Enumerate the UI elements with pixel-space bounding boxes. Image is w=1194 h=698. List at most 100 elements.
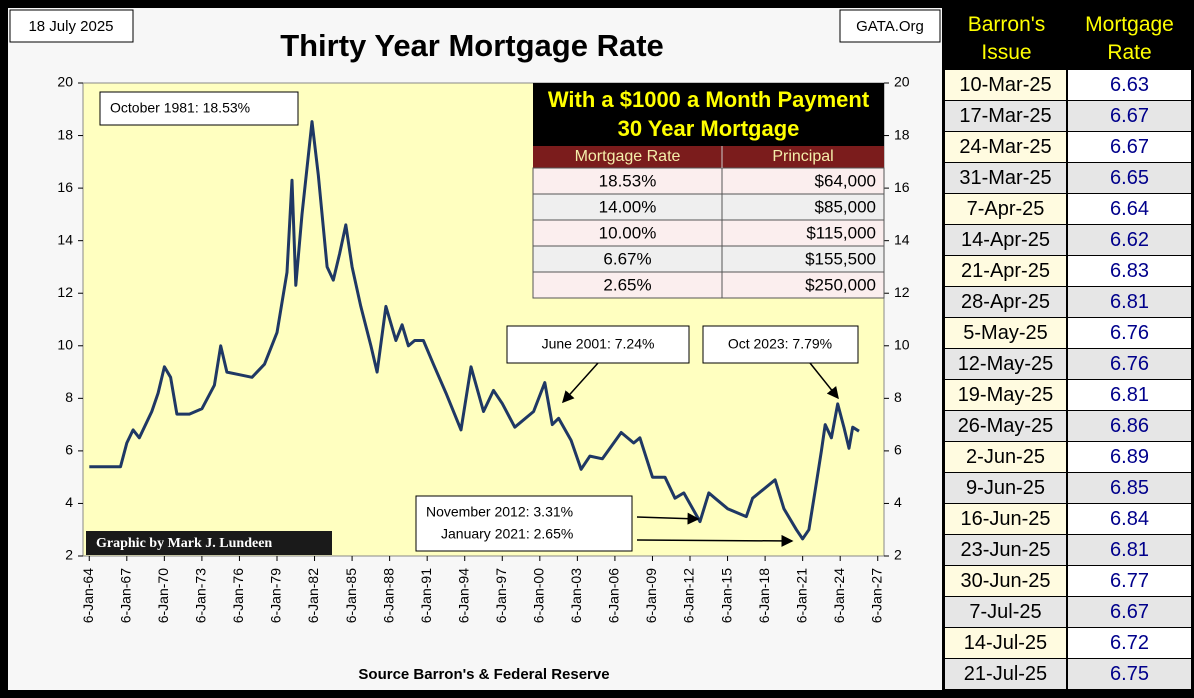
- issue-rate: 6.81: [1068, 287, 1191, 317]
- issue-header: Barron's Issue Mortgage Rate: [945, 8, 1191, 70]
- x-tick-label: 6-Jan-27: [868, 568, 884, 623]
- y2-tick-label: 16: [894, 179, 910, 195]
- inset-row-bg: [532, 245, 885, 273]
- y-tick-label: 4: [65, 494, 73, 510]
- issue-rate: 6.62: [1068, 225, 1191, 255]
- inset-cell: $250,000: [805, 275, 876, 294]
- issue-rate: 6.89: [1068, 442, 1191, 472]
- issue-rate: 6.67: [1068, 132, 1191, 162]
- y2-tick-label: 12: [894, 284, 910, 300]
- inset-header-bg: [533, 146, 884, 168]
- issue-row: 5-May-25 6.76: [945, 318, 1191, 349]
- annotation-box: [415, 495, 633, 552]
- inset-cell: 10.00%: [599, 223, 657, 242]
- issue-date: 21-Jul-25: [945, 659, 1066, 689]
- y-tick-label: 18: [57, 126, 73, 142]
- issue-row: 30-Jun-25 6.77: [945, 566, 1191, 597]
- chart-title: Thirty Year Mortgage Rate: [280, 28, 664, 63]
- issue-date: 9-Jun-25: [945, 473, 1066, 503]
- issue-date: 12-May-25: [945, 349, 1066, 379]
- issue-date: 14-Jul-25: [945, 628, 1066, 658]
- date-label: 18 July 2025: [28, 18, 113, 35]
- y2-tick-label: 18: [894, 126, 910, 142]
- issue-date: 23-Jun-25: [945, 535, 1066, 565]
- issue-date: 7-Apr-25: [945, 194, 1066, 224]
- issue-rate: 6.67: [1068, 101, 1191, 131]
- issue-row: 7-Apr-25 6.64: [945, 194, 1191, 225]
- annotation: November 2012: 3.31%: [426, 504, 573, 520]
- issue-date: 16-Jun-25: [945, 504, 1066, 534]
- annotation: Oct 2023: 7.79%: [728, 336, 832, 352]
- issue-rate: 6.75: [1068, 659, 1191, 689]
- inset-cell: $155,500: [805, 249, 876, 268]
- issue-rate: 6.72: [1068, 628, 1191, 658]
- x-tick-label: 6-Jan-67: [118, 568, 134, 623]
- site-box: [839, 9, 941, 43]
- chart: 18 July 2025 GATA.Org Thirty Year Mortga…: [8, 8, 942, 690]
- credit: Graphic by Mark J. Lundeen: [96, 536, 272, 551]
- x-tick-label: 6-Jan-12: [681, 568, 697, 623]
- issue-date: 21-Apr-25: [945, 256, 1066, 286]
- inset-row-bg: [532, 193, 885, 221]
- issue-rate: 6.84: [1068, 504, 1191, 534]
- issue-row: 23-Jun-25 6.81: [945, 535, 1191, 566]
- y-tick-label: 6: [65, 442, 73, 458]
- x-tick-label: 6-Jan-79: [268, 568, 284, 623]
- x-tick-label: 6-Jan-21: [793, 568, 809, 623]
- issue-row: 26-May-25 6.86: [945, 411, 1191, 442]
- inset-cell: 6.67%: [603, 249, 651, 268]
- annotation-arrow: [809, 362, 839, 400]
- y2-tick-label: 2: [894, 547, 902, 563]
- issue-rate: 6.65: [1068, 163, 1191, 193]
- inset-title: 30 Year Mortgage: [618, 116, 800, 141]
- x-tick-label: 6-Jan-85: [343, 568, 359, 623]
- y2-tick-label: 6: [894, 442, 902, 458]
- annotation: June 2001: 7.24%: [542, 336, 655, 352]
- y-tick-label: 20: [57, 74, 73, 90]
- issue-rate: 6.64: [1068, 194, 1191, 224]
- issue-row: 21-Apr-25 6.83: [945, 256, 1191, 287]
- y2-tick-label: 20: [894, 74, 910, 90]
- y2-tick-label: 10: [894, 336, 910, 352]
- y-tick-label: 14: [57, 231, 73, 247]
- issue-date: 14-Apr-25: [945, 225, 1066, 255]
- annotation-arrow: [636, 534, 794, 547]
- x-tick-label: 6-Jan-09: [643, 568, 659, 623]
- annotation-box: [99, 91, 299, 126]
- inset-cell: 18.53%: [599, 171, 657, 190]
- issue-date: 31-Mar-25: [945, 163, 1066, 193]
- issue-rate: 6.86: [1068, 411, 1191, 441]
- source: Source Barron's & Federal Reserve: [358, 666, 609, 683]
- credit-box: [86, 531, 332, 555]
- annotation: October 1981: 18.53%: [110, 100, 250, 116]
- issue-row: 2-Jun-25 6.89: [945, 442, 1191, 473]
- x-tick-label: 6-Jan-03: [568, 568, 584, 623]
- date-box: [9, 9, 134, 43]
- issue-date: 17-Mar-25: [945, 101, 1066, 131]
- issue-row: 14-Apr-25 6.62: [945, 225, 1191, 256]
- x-tick-label: 6-Jan-24: [831, 568, 847, 623]
- issue-rate: 6.76: [1068, 349, 1191, 379]
- inset-cell: 2.65%: [603, 275, 651, 294]
- x-tick-label: 6-Jan-82: [305, 568, 321, 623]
- issue-rate: 6.81: [1068, 535, 1191, 565]
- site-label: GATA.Org: [856, 18, 924, 35]
- issue-rate: 6.81: [1068, 380, 1191, 410]
- issue-date: 2-Jun-25: [945, 442, 1066, 472]
- x-tick-label: 6-Jan-76: [230, 568, 246, 623]
- y-tick-label: 2: [65, 547, 73, 563]
- issue-date: 19-May-25: [945, 380, 1066, 410]
- line: [89, 120, 860, 541]
- annotation: January 2021: 2.65%: [441, 526, 573, 542]
- inset-title-bg: [533, 83, 884, 146]
- issue-table: Barron's Issue Mortgage Rate 10-Mar-25 6.63…: [945, 8, 1191, 690]
- inset-row-bg: [532, 167, 885, 195]
- issue-date: 5-May-25: [945, 318, 1066, 348]
- annotation-box: [702, 325, 859, 364]
- x-tick-label: 6-Jan-94: [455, 568, 471, 623]
- issue-row: 19-May-25 6.81: [945, 380, 1191, 411]
- issue-rate: 6.85: [1068, 473, 1191, 503]
- issue-rate: 6.83: [1068, 256, 1191, 286]
- inset-cell: $85,000: [815, 197, 876, 216]
- issue-row: 28-Apr-25 6.81: [945, 287, 1191, 318]
